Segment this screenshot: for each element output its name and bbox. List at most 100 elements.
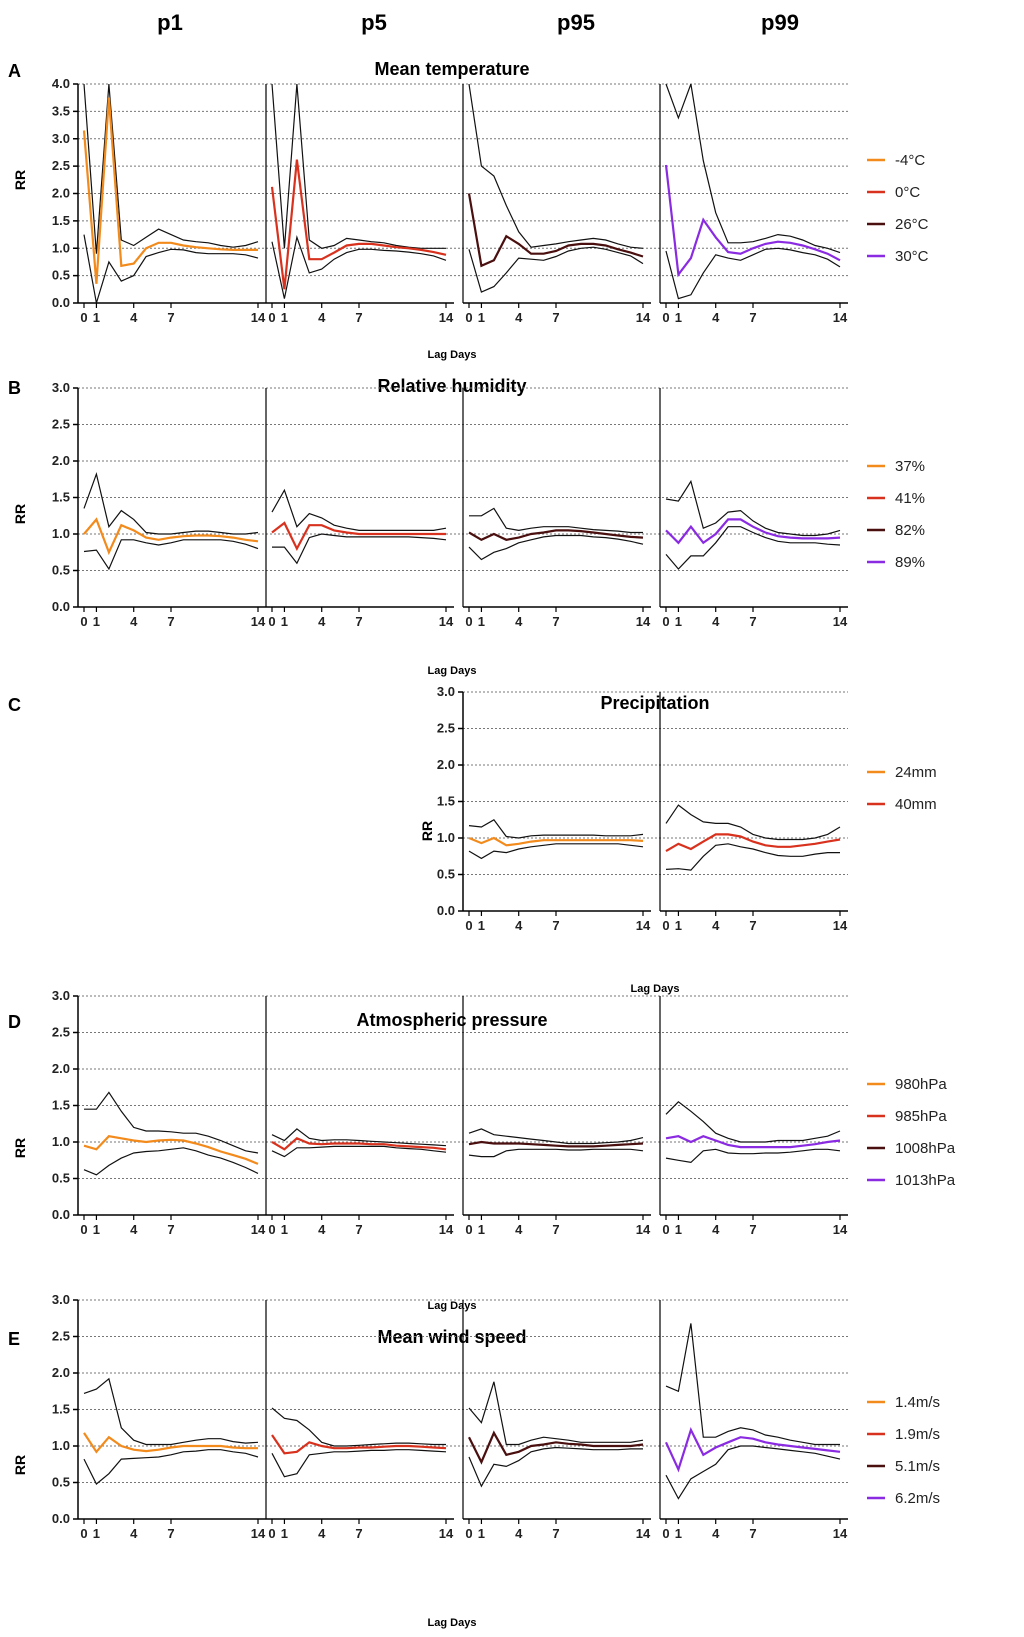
x-tick-label: 14: [833, 1526, 848, 1541]
x-tick-label: 4: [318, 1222, 326, 1237]
x-tick-label: 0: [465, 918, 472, 933]
y-axis-label: RR: [419, 821, 435, 841]
legend-label: 89%: [895, 554, 925, 571]
rr-line: [271, 521, 446, 552]
x-tick-label: 1: [93, 310, 100, 325]
y-tick-label: 0.5: [52, 1475, 70, 1490]
ci-upper-line: [271, 1407, 446, 1447]
row-letter-D: D: [8, 1012, 21, 1032]
x-tick-label: 0: [80, 1222, 87, 1237]
row-letter-B: B: [8, 378, 21, 398]
x-tick-label: 7: [749, 1222, 756, 1237]
x-tick-label: 0: [465, 1222, 472, 1237]
y-tick-label: 4.0: [52, 76, 70, 91]
x-tick-label: 4: [515, 1222, 523, 1237]
x-tick-label: 14: [251, 614, 266, 629]
y-axis-label: RR: [12, 1455, 28, 1475]
rr-line: [82, 97, 258, 284]
x-tick-label: 7: [167, 1222, 174, 1237]
ci-upper-line: [83, 84, 259, 254]
rr-line: [665, 833, 841, 853]
ci-upper-line: [271, 488, 447, 532]
ci-lower-line: [665, 1445, 841, 1500]
x-tick-label: 4: [712, 918, 720, 933]
rr-line: [665, 1135, 841, 1149]
ci-upper-line: [665, 1101, 841, 1143]
x-tick-label: 14: [439, 310, 454, 325]
x-tick-label: 4: [712, 1526, 720, 1541]
x-tick-label: 1: [281, 310, 288, 325]
y-tick-label: 0.0: [437, 903, 455, 918]
y-tick-label: 2.0: [52, 1061, 70, 1076]
chart-title-precipitation: Precipitation: [600, 693, 709, 713]
x-tick-label: 4: [130, 1526, 138, 1541]
y-tick-label: 1.0: [52, 1134, 70, 1149]
legend-label: 1.9m/s: [895, 1426, 940, 1443]
y-tick-label: 3.5: [52, 103, 70, 118]
x-tick-label: 4: [515, 614, 523, 629]
y-tick-label: 0.0: [52, 1207, 70, 1222]
ci-upper-line: [468, 1128, 644, 1145]
legend-label: 40mm: [895, 796, 937, 813]
chart-title-mean-temperature: Mean temperature: [374, 59, 529, 79]
x-tick-label: 7: [749, 614, 756, 629]
y-tick-label: 1.5: [52, 213, 70, 228]
x-tick-label: 4: [515, 1526, 523, 1541]
x-tick-label: 0: [662, 918, 669, 933]
x-tick-label: 1: [478, 918, 485, 933]
ci-lower-line: [83, 1449, 259, 1485]
y-tick-label: 1.0: [52, 526, 70, 541]
rr-line: [271, 1137, 447, 1151]
y-tick-label: 0.5: [52, 563, 70, 578]
legend-label: 985hPa: [895, 1108, 947, 1125]
y-tick-label: 0.0: [52, 599, 70, 614]
rr-line: [468, 1430, 644, 1465]
y-tick-label: 1.0: [52, 240, 70, 255]
x-tick-label: 4: [130, 1222, 138, 1237]
ci-lower-line: [665, 526, 841, 570]
x-tick-label: 7: [552, 1526, 559, 1541]
ci-upper-line: [468, 819, 644, 839]
x-tick-label: 1: [93, 1526, 100, 1541]
y-axis-label: RR: [12, 1138, 28, 1158]
column-header-p99: p99: [761, 10, 799, 35]
x-tick-label: 7: [552, 918, 559, 933]
x-tick-label: 0: [80, 1526, 87, 1541]
x-tick-label: 7: [355, 614, 362, 629]
column-header-p1: p1: [157, 10, 183, 35]
ci-lower-line: [83, 1147, 259, 1176]
x-tick-label: 14: [439, 1222, 454, 1237]
y-tick-label: 0.5: [437, 867, 455, 882]
y-tick-label: 1.0: [52, 1438, 70, 1453]
legend-label: 26°C: [895, 216, 929, 233]
ci-upper-line: [468, 84, 644, 249]
legend-label: 24mm: [895, 764, 937, 781]
x-tick-label: 7: [749, 918, 756, 933]
ci-lower-line: [468, 246, 644, 293]
y-tick-label: 0.5: [52, 268, 70, 283]
legend-label: 41%: [895, 490, 925, 507]
ci-upper-line: [665, 1323, 840, 1446]
x-tick-label: 1: [281, 1526, 288, 1541]
ci-upper-line: [665, 804, 841, 841]
y-tick-label: 3.0: [52, 988, 70, 1003]
rr-line: [468, 529, 644, 542]
x-tick-label: 14: [833, 1222, 848, 1237]
ci-upper-line: [83, 472, 259, 535]
x-tick-label: 14: [636, 614, 651, 629]
x-tick-label: 1: [93, 1222, 100, 1237]
chart-title-atmospheric-pressure: Atmospheric pressure: [356, 1010, 547, 1030]
x-tick-label: 7: [749, 310, 756, 325]
x-tick-label: 1: [675, 1526, 682, 1541]
ci-upper-line: [271, 84, 446, 249]
y-tick-label: 2.0: [52, 1365, 70, 1380]
x-tick-label: 0: [465, 1526, 472, 1541]
ci-lower-line: [468, 1148, 644, 1158]
ci-lower-line: [468, 843, 644, 860]
ci-upper-line: [468, 1381, 644, 1446]
y-tick-label: 2.0: [437, 757, 455, 772]
legend-label: 30°C: [895, 248, 929, 265]
x-tick-label: 14: [251, 1222, 266, 1237]
x-tick-label: 1: [675, 310, 682, 325]
